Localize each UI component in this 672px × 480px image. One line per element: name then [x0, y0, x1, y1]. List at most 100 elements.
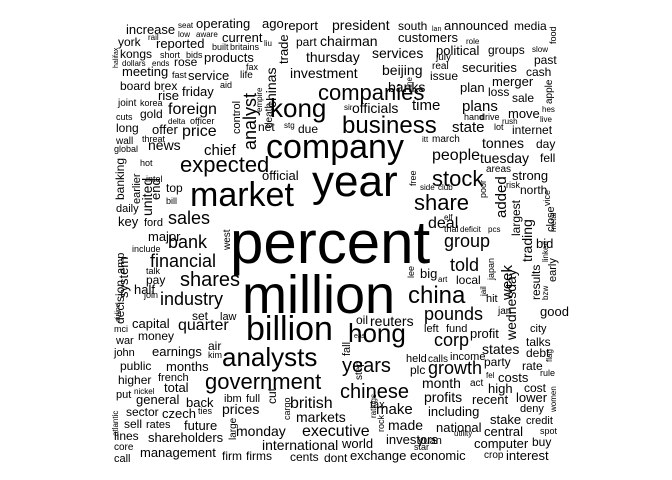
word: growth	[428, 358, 482, 378]
word: national	[436, 420, 482, 435]
word: cuts	[116, 112, 133, 122]
word: british	[290, 395, 333, 412]
word: rule	[540, 368, 555, 378]
word: month	[422, 375, 461, 391]
word: chinese	[340, 381, 409, 403]
word: monday	[236, 423, 286, 439]
word: art	[438, 275, 448, 284]
word: dollars	[122, 59, 146, 68]
word: trial	[444, 224, 459, 234]
word: west	[222, 229, 233, 251]
word: oil	[356, 313, 368, 327]
word: itt	[422, 135, 429, 144]
word: reported	[156, 36, 204, 51]
word: real	[432, 61, 449, 72]
word: pay	[146, 273, 165, 287]
word: officials	[352, 100, 398, 116]
word: star	[414, 442, 429, 452]
word: million	[242, 265, 395, 325]
word: act	[470, 378, 484, 389]
word: join	[143, 290, 158, 300]
word: people	[432, 147, 480, 164]
word: sector	[126, 405, 159, 419]
word: talk	[146, 266, 161, 276]
word: part	[296, 35, 317, 49]
word: half	[134, 282, 155, 297]
word: months	[166, 359, 209, 374]
word: empire	[255, 87, 264, 112]
word: earlier	[131, 173, 143, 204]
word: quarter	[178, 317, 229, 334]
word: tax	[370, 399, 385, 411]
word: fell	[540, 151, 555, 165]
word: president	[332, 17, 390, 33]
word: club	[438, 183, 453, 192]
word: airline	[115, 303, 122, 322]
word: made	[388, 417, 423, 433]
word: local	[456, 273, 481, 287]
word: sales	[168, 208, 210, 228]
word: expected	[180, 152, 269, 177]
word: sale	[512, 91, 534, 105]
word: linked	[541, 241, 550, 262]
word: year	[312, 157, 398, 206]
word: set	[192, 309, 209, 323]
word: air	[208, 339, 221, 353]
word: internet	[512, 123, 553, 137]
word: fast	[172, 70, 187, 80]
word: shareholders	[148, 430, 224, 445]
word: put	[116, 389, 131, 401]
word: major	[148, 229, 181, 244]
word: john	[113, 347, 135, 359]
word: decision	[113, 280, 127, 324]
word: offer	[152, 122, 178, 137]
word: higher	[118, 373, 151, 387]
word: deal	[428, 215, 458, 232]
word: ends	[152, 59, 169, 68]
word: control	[231, 101, 243, 134]
word: plc	[410, 363, 425, 377]
word: big	[420, 266, 437, 281]
word: stg	[284, 121, 295, 130]
word: told	[450, 255, 479, 275]
word: bill	[166, 196, 177, 206]
word: mci	[114, 324, 128, 334]
word: sir	[344, 103, 353, 112]
word: amp	[115, 253, 127, 274]
word: chief	[204, 142, 237, 159]
word: short	[160, 50, 181, 60]
word: beijing	[382, 62, 422, 78]
word: life	[240, 70, 253, 81]
word: company	[266, 128, 404, 166]
word: global	[114, 144, 138, 154]
word: issue	[430, 69, 458, 83]
word: added	[493, 176, 510, 218]
word: system	[116, 257, 131, 298]
word: daily	[116, 203, 139, 215]
word: ibm	[224, 393, 242, 405]
word: cash	[526, 65, 551, 79]
word: york	[118, 35, 142, 49]
word: early	[547, 258, 559, 282]
word: central	[484, 424, 523, 439]
word: joint	[117, 98, 137, 109]
word: future	[184, 418, 217, 433]
word: economic	[410, 448, 466, 463]
word: pounds	[424, 304, 483, 324]
word: reuters	[370, 313, 414, 329]
word: fine	[405, 77, 414, 90]
word: prices	[222, 401, 259, 417]
word: lower	[516, 390, 548, 405]
word: delta	[168, 117, 186, 126]
word: brex	[154, 79, 177, 93]
word: britains	[230, 42, 260, 52]
word: low	[178, 30, 190, 39]
word: hot	[140, 158, 153, 168]
word: plans	[462, 98, 498, 115]
word: foreign	[168, 101, 217, 118]
word: march	[432, 134, 460, 145]
word: costs	[498, 370, 529, 385]
word: credit	[526, 415, 553, 427]
word: good	[540, 304, 569, 319]
